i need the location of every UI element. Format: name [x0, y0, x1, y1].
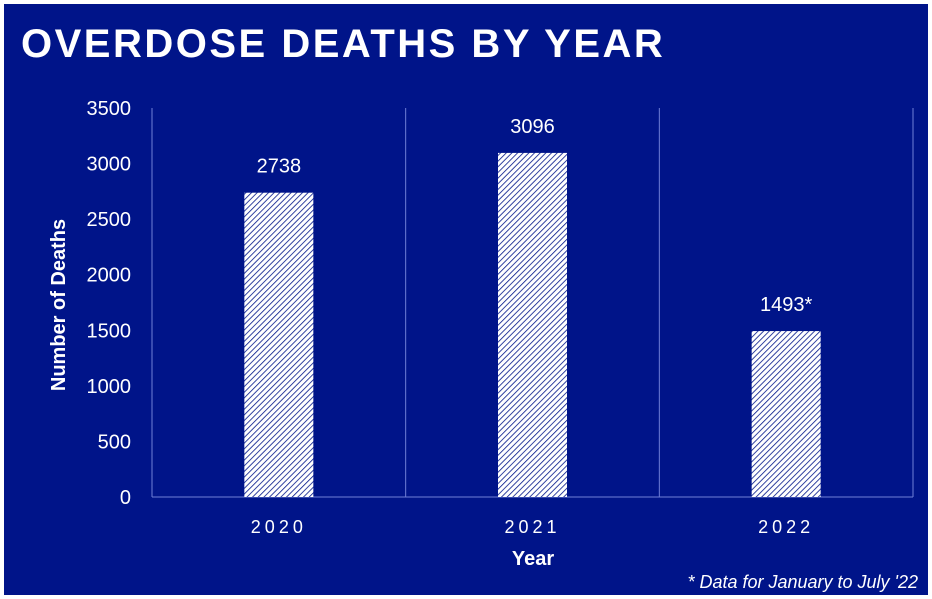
data-label-2021: 3096: [510, 116, 555, 138]
y-tick-label: 1500: [87, 320, 132, 342]
data-label-2020: 2738: [257, 156, 302, 178]
x-tick-label: 2020: [251, 517, 307, 537]
data-label-2022: 1493*: [760, 294, 812, 316]
y-axis-title: Number of Deaths: [48, 219, 70, 391]
y-tick-label: 500: [98, 431, 131, 453]
x-axis-title: Year: [512, 548, 554, 570]
y-tick-label: 3500: [87, 98, 132, 120]
data-labels: 2738 3096 1493*: [257, 116, 813, 316]
bar-chart: 2738 3096 1493* 0 500 1000 1500 2000 2500 3000 35…: [48, 98, 914, 570]
bar-2020: [244, 192, 314, 497]
y-tick-label: 2000: [87, 265, 132, 287]
x-axis-ticks: 2020 2021 2022: [251, 517, 814, 537]
y-tick-label: 1000: [87, 376, 132, 398]
x-tick-label: 2022: [758, 517, 814, 537]
footnote: * Data for January to July '22: [687, 572, 918, 592]
bar-2022: [751, 331, 821, 497]
y-tick-label: 3000: [87, 154, 132, 176]
chart-title: OVERDOSE DEATHS BY YEAR: [21, 22, 666, 66]
chart-panel: OVERDOSE DEATHS BY YEAR 2738 3096 1493* 0 5…: [4, 4, 928, 595]
bars: [244, 152, 821, 497]
y-tick-label: 0: [120, 487, 131, 509]
x-tick-label: 2021: [504, 517, 560, 537]
y-tick-label: 2500: [87, 209, 132, 231]
bar-2021: [498, 152, 567, 497]
y-axis-ticks: 0 500 1000 1500 2000 2500 3000 3500: [87, 98, 132, 509]
